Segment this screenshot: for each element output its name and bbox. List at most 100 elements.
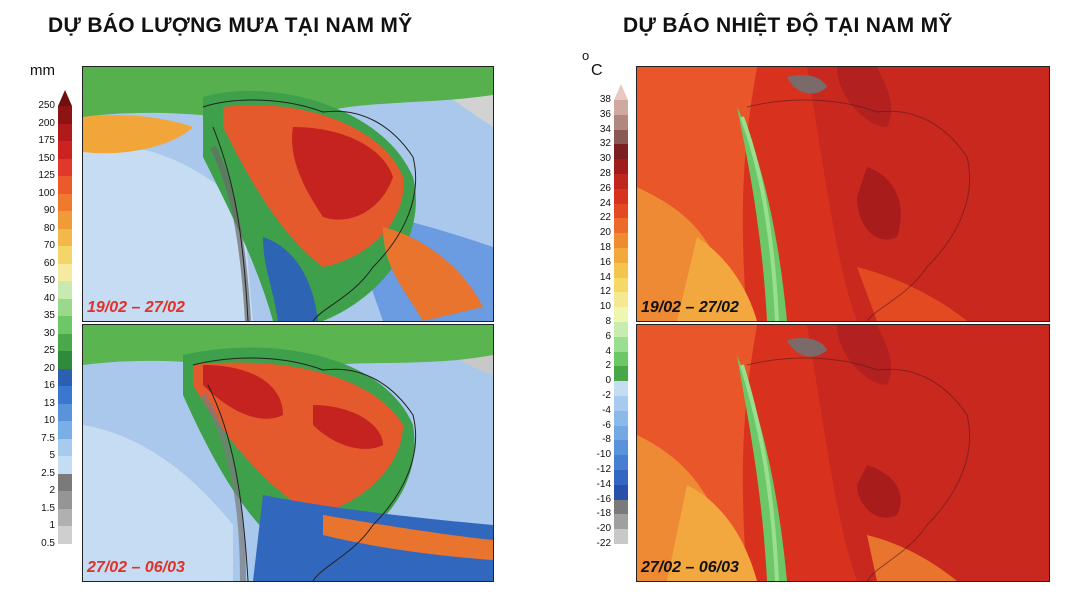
temperature-colorbar: 38 36 34 32 30 28 26 24 22 20 18 16 14 12 10 8 6 4 2 0 -2 -4-… bbox=[580, 84, 640, 560]
temperature-colorbar-tick-label: -6 bbox=[602, 419, 611, 431]
temperature-colorbar-cell bbox=[614, 410, 628, 427]
rain-colorbar-cell bbox=[58, 368, 72, 387]
temperature-colorbar-tick-label: -20 bbox=[596, 523, 611, 535]
rain-colorbar-cell bbox=[58, 106, 72, 125]
rain-colorbar-tick-label: 16 bbox=[43, 380, 55, 392]
rain-map-period-2: 27/02 – 06/03 bbox=[82, 324, 494, 582]
rain-colorbar-tick-label: 20 bbox=[43, 362, 55, 374]
temperature-colorbar-top-arrow bbox=[614, 84, 628, 100]
temperature-colorbar-cell bbox=[614, 248, 628, 264]
rain-colorbar-cell bbox=[58, 298, 72, 317]
temperature-colorbar-tick-label: -22 bbox=[596, 538, 611, 549]
temperature-colorbar-cell bbox=[614, 484, 628, 501]
temperature-colorbar-cell bbox=[614, 114, 628, 131]
temperature-colorbar-tick-label: 24 bbox=[599, 197, 611, 209]
temperature-colorbar-cell bbox=[614, 203, 628, 219]
temperature-colorbar-bottom-arrow bbox=[614, 544, 628, 560]
temperature-unit-degree: o bbox=[582, 48, 590, 63]
rain-colorbar-cell bbox=[58, 386, 72, 405]
temperature-colorbar-cell bbox=[614, 159, 628, 175]
temperature-colorbar-cell bbox=[614, 529, 628, 545]
temperature-colorbar-tick-label: 22 bbox=[599, 212, 611, 224]
rain-colorbar-tick-label: 50 bbox=[43, 275, 55, 287]
temperature-colorbar-cell bbox=[614, 100, 628, 116]
rain-colorbar-cell bbox=[58, 473, 72, 492]
temperature-colorbar-cell bbox=[614, 366, 628, 382]
temperature-colorbar-cell bbox=[614, 174, 628, 190]
rain-colorbar-tick-label: 30 bbox=[43, 327, 55, 339]
rain-colorbar-tick-label: 5 bbox=[49, 450, 55, 462]
temperature-colorbar-tick-label: -8 bbox=[602, 434, 611, 446]
rain-colorbar-tick-label: 250 bbox=[38, 100, 55, 111]
rain-colorbar-cell bbox=[58, 403, 72, 422]
temperature-colorbar-cell bbox=[614, 499, 628, 515]
temperature-map-period-2: 27/02 – 06/03 bbox=[636, 324, 1050, 582]
rain-colorbar-cell bbox=[58, 281, 72, 300]
temperature-colorbar-tick-label: 0 bbox=[605, 375, 611, 387]
rain-map-1-period-label: 19/02 – 27/02 bbox=[87, 299, 185, 316]
rain-colorbar-cell bbox=[58, 438, 72, 457]
rain-colorbar-tick-label: 90 bbox=[43, 205, 55, 217]
rain-colorbar-cell bbox=[58, 246, 72, 265]
rain-colorbar-tick-label: 175 bbox=[38, 135, 55, 147]
rain-colorbar: 250 200 175 150 125 100 90 80 70 60 50 40 35 30 25 20 16… bbox=[24, 90, 84, 560]
rain-colorbar-tick-label: 125 bbox=[38, 170, 55, 182]
rain-colorbar-cell bbox=[58, 141, 72, 160]
temperature-colorbar-tick-label: 34 bbox=[599, 123, 611, 135]
rain-colorbar-cell bbox=[58, 421, 72, 440]
rain-colorbar-cell bbox=[58, 316, 72, 335]
temperature-colorbar-cell bbox=[614, 188, 628, 205]
rain-colorbar-cell bbox=[58, 193, 72, 212]
rain-colorbar-cell bbox=[58, 351, 72, 370]
rain-colorbar-tick-label: 2.5 bbox=[41, 467, 55, 479]
rain-colorbar-cell bbox=[58, 211, 72, 230]
temperature-colorbar-tick-label: 10 bbox=[599, 301, 611, 313]
temperature-colorbar-cell bbox=[614, 144, 628, 160]
rain-map-2-period-label: 27/02 – 06/03 bbox=[87, 559, 185, 576]
rain-colorbar-tick-label: 1.5 bbox=[41, 502, 55, 514]
rain-colorbar-cell bbox=[58, 526, 72, 545]
rain-colorbar-cell bbox=[58, 263, 72, 282]
rain-colorbar-tick-label: 100 bbox=[38, 187, 55, 199]
temperature-colorbar-cell bbox=[614, 322, 628, 338]
temperature-colorbar-tick-label: 32 bbox=[599, 138, 611, 150]
temperature-colorbar-cell bbox=[614, 440, 628, 456]
rain-unit-label: mm bbox=[30, 62, 55, 79]
temperature-colorbar-tick-label: 20 bbox=[599, 227, 611, 239]
temperature-colorbar-tick-label: 38 bbox=[599, 94, 611, 105]
temperature-colorbar-cell bbox=[614, 381, 628, 397]
temperature-colorbar-tick-label: -14 bbox=[596, 478, 611, 490]
rain-colorbar-tick-label: 200 bbox=[38, 117, 55, 129]
temperature-colorbar-cell bbox=[614, 218, 628, 234]
temperature-colorbar-cell bbox=[614, 455, 628, 471]
temperature-colorbar-tick-label: 6 bbox=[605, 330, 611, 342]
temperature-colorbar-tick-label: -4 bbox=[602, 404, 611, 416]
rain-colorbar-tick-label: 60 bbox=[43, 257, 55, 269]
temperature-colorbar-tick-label: 16 bbox=[599, 256, 611, 268]
rain-colorbar-bottom-arrow bbox=[58, 544, 72, 560]
temperature-colorbar-cell bbox=[614, 396, 628, 412]
temperature-colorbar-tick-label: -10 bbox=[596, 449, 611, 461]
temperature-colorbar-tick-label: 12 bbox=[599, 286, 611, 298]
temperature-colorbar-cell bbox=[614, 425, 628, 441]
temperature-forecast-title: DỰ BÁO NHIỆT ĐỘ TẠI NAM MỸ bbox=[623, 14, 953, 37]
temperature-map-1-period-label: 19/02 – 27/02 bbox=[641, 299, 739, 316]
rain-colorbar-cell bbox=[58, 228, 72, 247]
rain-colorbar-cell bbox=[58, 491, 72, 510]
rain-forecast-title: DỰ BÁO LƯỢNG MƯA TẠI NAM MỸ bbox=[48, 14, 413, 37]
rain-colorbar-tick-label: 80 bbox=[43, 222, 55, 234]
temperature-colorbar-cell bbox=[614, 262, 628, 279]
temperature-map-period-1: 19/02 – 27/02 bbox=[636, 66, 1050, 322]
temperature-colorbar-cell bbox=[614, 470, 628, 486]
temperature-colorbar-cell bbox=[614, 129, 628, 145]
temperature-colorbar-cell bbox=[614, 292, 628, 308]
rain-colorbar-tick-label: 35 bbox=[43, 310, 55, 322]
rain-colorbar-cell bbox=[58, 176, 72, 195]
rain-colorbar-cell bbox=[58, 508, 72, 527]
temperature-colorbar-tick-label: 14 bbox=[599, 271, 611, 283]
temperature-colorbar-tick-label: -12 bbox=[596, 464, 611, 475]
rain-colorbar-cell bbox=[58, 333, 72, 352]
temperature-colorbar-cell bbox=[614, 351, 628, 367]
temperature-colorbar-tick-label: 30 bbox=[599, 153, 611, 165]
temperature-colorbar-tick-label: 36 bbox=[599, 108, 611, 120]
